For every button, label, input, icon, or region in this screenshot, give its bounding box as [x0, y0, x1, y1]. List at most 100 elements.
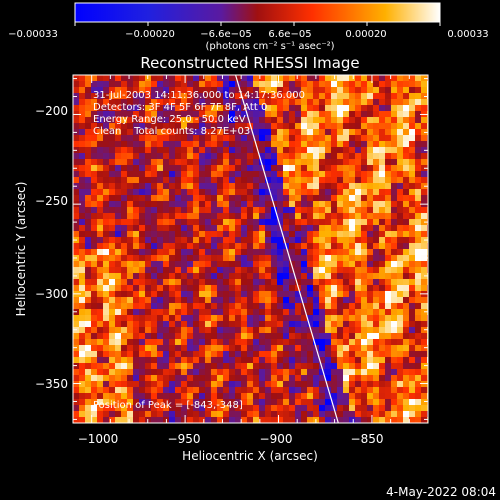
- heatmap-cell: [367, 75, 374, 82]
- heatmap-cell: [361, 213, 368, 220]
- heatmap-cell: [229, 321, 236, 328]
- heatmap-cell: [259, 171, 266, 178]
- heatmap-cell: [409, 111, 416, 118]
- heatmap-cell: [235, 105, 242, 112]
- heatmap-cell: [415, 309, 422, 316]
- heatmap-cell: [325, 381, 332, 388]
- heatmap-cell: [85, 159, 92, 166]
- heatmap-cell: [397, 87, 404, 94]
- heatmap-cell: [391, 243, 398, 250]
- heatmap-cell: [283, 189, 290, 196]
- heatmap-cell: [175, 339, 182, 346]
- heatmap-cell: [421, 243, 428, 250]
- heatmap-cell: [319, 231, 326, 238]
- heatmap-cell: [259, 357, 266, 364]
- heatmap-cell: [397, 201, 404, 208]
- heatmap-cell: [397, 249, 404, 256]
- heatmap-cell: [409, 339, 416, 346]
- heatmap-cell: [247, 93, 254, 100]
- heatmap-cell: [331, 255, 338, 262]
- heatmap-cell: [157, 339, 164, 346]
- heatmap-cell: [97, 261, 104, 268]
- heatmap-cell: [403, 273, 410, 280]
- heatmap-cell: [313, 393, 320, 400]
- heatmap-cell: [103, 333, 110, 340]
- heatmap-cell: [331, 213, 338, 220]
- heatmap-cell: [223, 297, 230, 304]
- heatmap-cell: [139, 135, 146, 142]
- heatmap-cell: [199, 153, 206, 160]
- heatmap-cell: [283, 285, 290, 292]
- heatmap-cell: [187, 231, 194, 238]
- heatmap-cell: [163, 363, 170, 370]
- heatmap-cell: [343, 189, 350, 196]
- heatmap-cell: [361, 189, 368, 196]
- heatmap-cell: [133, 261, 140, 268]
- heatmap-cell: [295, 159, 302, 166]
- heatmap-cell: [211, 93, 218, 100]
- heatmap-cell: [121, 363, 128, 370]
- heatmap-cell: [301, 255, 308, 262]
- heatmap-cell: [241, 147, 248, 154]
- heatmap-cell: [229, 369, 236, 376]
- heatmap-cell: [253, 237, 260, 244]
- heatmap-cell: [229, 327, 236, 334]
- heatmap-cell: [409, 285, 416, 292]
- heatmap-cell: [313, 123, 320, 130]
- heatmap-cell: [235, 273, 242, 280]
- heatmap-cell: [391, 417, 398, 423]
- heatmap-cell: [259, 303, 266, 310]
- heatmap-cell: [169, 153, 176, 160]
- heatmap-cell: [337, 141, 344, 148]
- heatmap-cell: [169, 285, 176, 292]
- heatmap-cell: [121, 177, 128, 184]
- heatmap-cell: [385, 381, 392, 388]
- heatmap-cell: [289, 387, 296, 394]
- heatmap-cell: [235, 201, 242, 208]
- heatmap-cell: [145, 249, 152, 256]
- heatmap-cell: [127, 315, 134, 322]
- heatmap-cell: [313, 291, 320, 298]
- heatmap-cell: [223, 285, 230, 292]
- heatmap-cell: [241, 279, 248, 286]
- heatmap-cell: [73, 135, 80, 142]
- heatmap-cell: [235, 309, 242, 316]
- heatmap-cell: [91, 207, 98, 214]
- heatmap-cell: [367, 105, 374, 112]
- heatmap-cell: [343, 297, 350, 304]
- heatmap-cell: [73, 327, 80, 334]
- heatmap-cell: [301, 81, 308, 88]
- heatmap-cell: [169, 357, 176, 364]
- heatmap-cell: [145, 261, 152, 268]
- annotation-clean-counts: Clean Total counts: 8.27E+03: [93, 126, 250, 137]
- heatmap-cell: [139, 261, 146, 268]
- heatmap-cell: [349, 87, 356, 94]
- heatmap-cell: [127, 99, 134, 106]
- heatmap-cell: [259, 339, 266, 346]
- heatmap-cell: [229, 219, 236, 226]
- heatmap-cell: [79, 339, 86, 346]
- heatmap-cell: [247, 303, 254, 310]
- heatmap-cell: [301, 243, 308, 250]
- heatmap-cell: [373, 345, 380, 352]
- heatmap-cell: [217, 87, 224, 94]
- heatmap-cell: [307, 333, 314, 340]
- heatmap-cell: [97, 153, 104, 160]
- heatmap-cell: [301, 231, 308, 238]
- heatmap-cell: [145, 111, 152, 118]
- peak-position-label: Position of Peak = [-843,-348]: [93, 400, 243, 411]
- heatmap-cell: [391, 309, 398, 316]
- heatmap-cell: [145, 219, 152, 226]
- heatmap-cell: [331, 357, 338, 364]
- heatmap-cell: [163, 135, 170, 142]
- heatmap-cell: [415, 381, 422, 388]
- heatmap-cell: [421, 357, 428, 364]
- heatmap-cell: [139, 255, 146, 262]
- heatmap-cell: [253, 279, 260, 286]
- heatmap-cell: [97, 357, 104, 364]
- heatmap-cell: [97, 303, 104, 310]
- heatmap-cell: [397, 321, 404, 328]
- heatmap-image: [73, 75, 428, 423]
- heatmap-cell: [79, 399, 86, 406]
- heatmap-cell: [253, 189, 260, 196]
